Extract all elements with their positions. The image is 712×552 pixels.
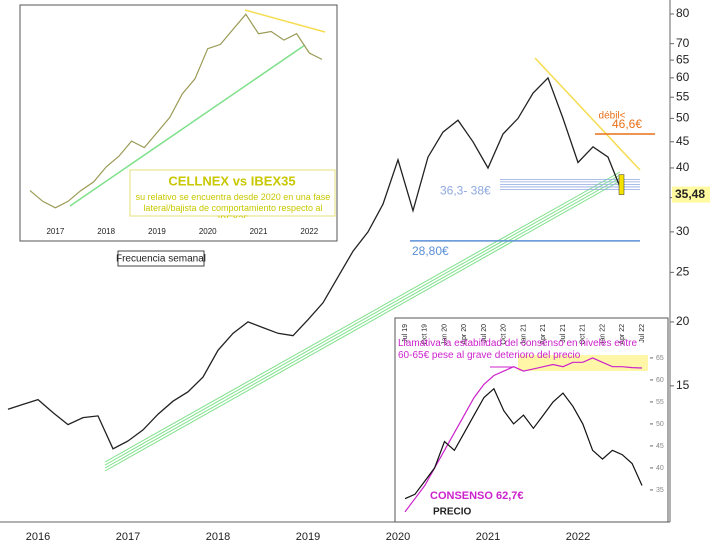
y-tick-label: 40 (656, 465, 664, 472)
y-tick-label: 65 (676, 52, 690, 66)
y-tick-label: 70 (676, 36, 690, 50)
x-tick-label: Oct 20 (501, 324, 508, 345)
last-price-tag (672, 186, 710, 203)
x-tick-label: 2021 (476, 531, 500, 543)
x-tick-label: Apr 21 (540, 324, 547, 345)
inset-title: CELLNEX vs IBEX35 (168, 173, 295, 188)
y-tick-label: 30 (676, 224, 690, 238)
frequency-label: Frecuencia semanal (116, 254, 206, 265)
x-tick-label: 2020 (199, 227, 217, 236)
level-label: 46,6€ (612, 117, 642, 131)
resistance-trendline (534, 57, 641, 171)
series-line (404, 357, 643, 513)
y-tick-label: 50 (676, 111, 690, 125)
y-tick-label: 80 (676, 6, 690, 20)
x-tick-label: Oct 21 (580, 324, 587, 345)
x-tick-label: 2016 (26, 531, 50, 543)
x-tick-label: 2022 (300, 227, 318, 236)
x-tick-label: Jul 20 (481, 324, 488, 343)
annotation: débil< (599, 111, 626, 122)
series-line (29, 13, 323, 209)
y-tick-label: 50 (656, 421, 664, 428)
y-tick-label: 20 (676, 314, 690, 328)
y-tick-label: 60 (656, 377, 664, 384)
y-tick-label: 40 (676, 160, 690, 174)
inset-note: su relativo se encuentra desde 2020 en u… (135, 192, 331, 218)
y-tick-label: 15 (676, 378, 690, 392)
x-tick-label: 2017 (46, 227, 64, 236)
last-price-label: 35,48 (675, 187, 705, 201)
x-tick-label: 2022 (566, 531, 590, 543)
inset-plot: 2017 2018 2019 2020 2021 2022 (29, 13, 323, 236)
inset-note-box: su relativo se encuentra desde 2020 en u… (135, 192, 331, 218)
series-line (7, 76, 624, 450)
level-label: 28,80€ (412, 244, 449, 258)
y-tick-label: 45 (676, 134, 690, 148)
legend-entry: PRECIO (433, 507, 472, 518)
x-tick-label: Jul 21 (560, 324, 567, 343)
x-tick-label: 2019 (296, 531, 320, 543)
support-trendlines (104, 171, 621, 472)
x-tick-label: Jan 22 (599, 324, 606, 345)
y-tick-label: 55 (676, 89, 690, 103)
last-price-bar (618, 174, 625, 195)
band-label: 36,3- 38€ (440, 184, 491, 198)
consensus-note: Llamativa la estabilidad del consenso en… (398, 338, 638, 361)
inset-consensus (394, 317, 669, 523)
x-tick-label: Jul 19 (402, 324, 409, 343)
x-tick-label: Jan 20 (441, 324, 448, 345)
x-tick-label: Apr 20 (461, 324, 468, 345)
x-tick-label: 2021 (250, 227, 268, 236)
y-tick-label: 45 (656, 443, 664, 450)
x-tick-label: Apr 22 (619, 324, 626, 345)
x-tick-label: 2020 (386, 531, 410, 543)
y-tick-label: 60 (676, 70, 690, 84)
inset-resistance (244, 9, 326, 33)
y-tick-label: 25 (676, 265, 690, 279)
y-tick-label: 65 (656, 355, 664, 362)
inset-plot: Jul 19 Oct 19 Jan 20 Apr 20 Jul 20 Oct 20 Jan … (402, 324, 664, 513)
frequency-box (117, 250, 205, 267)
x-tick-label: 2018 (97, 227, 115, 236)
inset-support (69, 44, 306, 207)
x-tick-label: 2018 (206, 531, 230, 543)
series-line (404, 387, 643, 500)
main-plot: 2016 2017 2018 2019 2020 2021 2022 15 20 25 30 35 40… (7, 6, 710, 543)
consensus-note-box: Llamativa la estabilidad del consenso en… (398, 338, 638, 361)
legend-entry: CONSENSO 62,7€ (430, 490, 524, 502)
x-tick-label: Oct 19 (422, 324, 429, 345)
x-tick-label: Jan 21 (520, 324, 527, 345)
x-tick-label: 2019 (148, 227, 166, 236)
y-tick-label: 35 (656, 487, 664, 494)
x-tick-label: Jul 22 (639, 324, 646, 343)
inset-title-box (129, 169, 336, 217)
x-tick-label: 2017 (116, 531, 140, 543)
y-tick-label: 55 (656, 399, 664, 406)
